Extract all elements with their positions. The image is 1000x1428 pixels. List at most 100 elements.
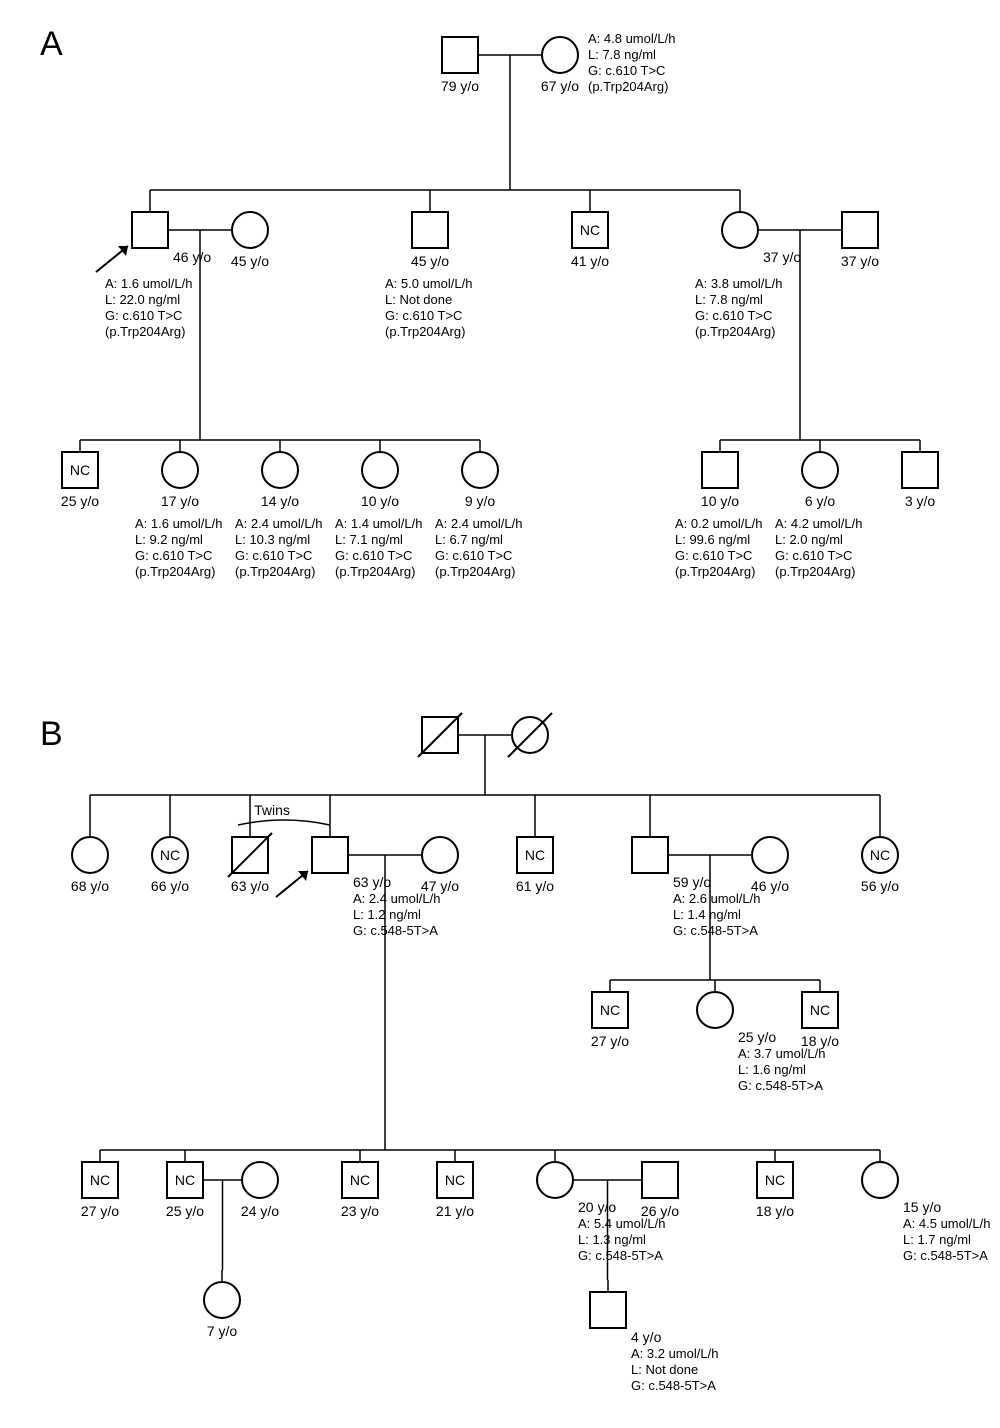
info-line: G: c.548-5T>A (353, 923, 438, 938)
info-line: A: 3.8 umol/L/h (695, 276, 782, 291)
info-line: G: c.548-5T>A (903, 1248, 988, 1263)
info-line: (p.Trp204Arg) (335, 564, 415, 579)
info-line: G: c.548-5T>A (673, 923, 758, 938)
person-A_II3 (412, 212, 448, 248)
person-B_IIIb (697, 992, 733, 1028)
nc-label: NC (870, 847, 890, 863)
age-label: 24 y/o (241, 1203, 279, 1219)
age-label: 37 y/o (763, 249, 801, 265)
info-line: (p.Trp204Arg) (435, 564, 515, 579)
info-line: L: 1.6 ng/ml (738, 1062, 806, 1077)
info-line: G: c.610 T>C (675, 548, 752, 563)
info-line: G: c.610 T>C (695, 308, 772, 323)
age-label: 46 y/o (173, 249, 211, 265)
nc-label: NC (175, 1172, 195, 1188)
person-B_III2s (242, 1162, 278, 1198)
age-label: 25 y/o (61, 493, 99, 509)
age-label: 26 y/o (641, 1203, 679, 1219)
info-line: A: 2.4 umol/L/h (435, 516, 522, 531)
nc-label: NC (765, 1172, 785, 1188)
age-label: 3 y/o (905, 493, 936, 509)
person-A_III4 (362, 452, 398, 488)
age-label: 61 y/o (516, 878, 554, 894)
info-line: L: 7.8 ng/ml (695, 292, 763, 307)
nc-label: NC (580, 222, 600, 238)
age-label: 18 y/o (801, 1033, 839, 1049)
info-line: A: 1.4 umol/L/h (335, 516, 422, 531)
info-line: A: 5.0 umol/L/h (385, 276, 472, 291)
age-label: 41 y/o (571, 253, 609, 269)
age-label: 66 y/o (151, 878, 189, 894)
info-line: L: 22.0 ng/ml (105, 292, 180, 307)
nc-label: NC (160, 847, 180, 863)
info-line: L: 1.3 ng/ml (578, 1232, 646, 1247)
info-line: A: 2.6 umol/L/h (673, 891, 760, 906)
age-label: 37 y/o (841, 253, 879, 269)
nc-label: NC (70, 462, 90, 478)
age-label: 45 y/o (411, 253, 449, 269)
person-B_II7 (632, 837, 668, 873)
age-label: 27 y/o (591, 1033, 629, 1049)
age-label: 7 y/o (207, 1323, 238, 1339)
person-B_II8 (752, 837, 788, 873)
age-label: 15 y/o (903, 1199, 941, 1215)
info-line: (p.Trp204Arg) (135, 564, 215, 579)
person-B_III7 (862, 1162, 898, 1198)
info-line: G: c.548-5T>A (631, 1378, 716, 1393)
nc-label: NC (600, 1002, 620, 1018)
person-B_III5 (537, 1162, 573, 1198)
age-label: 46 y/o (751, 878, 789, 894)
info-line: L: Not done (385, 292, 452, 307)
info-line: L: 7.8 ng/ml (588, 47, 656, 62)
person-A_III2 (162, 452, 198, 488)
age-label: 6 y/o (805, 493, 836, 509)
age-label: 47 y/o (421, 878, 459, 894)
person-A_I1 (442, 37, 478, 73)
info-line: A: 1.6 umol/L/h (105, 276, 192, 291)
info-line: G: c.610 T>C (775, 548, 852, 563)
age-label: 18 y/o (756, 1203, 794, 1219)
info-line: (p.Trp204Arg) (775, 564, 855, 579)
age-label: 59 y/o (673, 874, 711, 890)
age-label: 10 y/o (361, 493, 399, 509)
panel-label: B (40, 715, 63, 753)
age-label: 63 y/o (353, 874, 391, 890)
person-B_IV2 (590, 1292, 626, 1328)
age-label: 4 y/o (631, 1329, 662, 1345)
age-label: 9 y/o (465, 493, 496, 509)
person-B_II5 (422, 837, 458, 873)
pedigree-svg: Twins79 y/o67 y/oA: 4.8 umol/L/hL: 7.8 n… (0, 0, 1000, 1428)
age-label: 27 y/o (81, 1203, 119, 1219)
age-label: 63 y/o (231, 878, 269, 894)
age-label: 14 y/o (261, 493, 299, 509)
info-line: G: c.610 T>C (105, 308, 182, 323)
nc-label: NC (350, 1172, 370, 1188)
age-label: 56 y/o (861, 878, 899, 894)
person-A_III5 (462, 452, 498, 488)
person-A_I2 (542, 37, 578, 73)
info-line: (p.Trp204Arg) (385, 324, 465, 339)
age-label: 45 y/o (231, 253, 269, 269)
info-line: L: 1.4 ng/ml (673, 907, 741, 922)
person-A_III6 (702, 452, 738, 488)
info-line: L: Not done (631, 1362, 698, 1377)
age-label: 79 y/o (441, 78, 479, 94)
person-B_II1 (72, 837, 108, 873)
age-label: 23 y/o (341, 1203, 379, 1219)
info-line: A: 0.2 umol/L/h (675, 516, 762, 531)
person-B_IV1 (204, 1282, 240, 1318)
age-label: 10 y/o (701, 493, 739, 509)
age-label: 67 y/o (541, 78, 579, 94)
info-line: G: c.610 T>C (335, 548, 412, 563)
info-line: A: 4.8 umol/L/h (588, 31, 675, 46)
person-A_II6 (842, 212, 878, 248)
age-label: 17 y/o (161, 493, 199, 509)
info-line: (p.Trp204Arg) (105, 324, 185, 339)
info-line: G: c.548-5T>A (738, 1078, 823, 1093)
person-A_II5 (722, 212, 758, 248)
info-line: L: 2.0 ng/ml (775, 532, 843, 547)
nc-label: NC (810, 1002, 830, 1018)
info-line: A: 2.4 umol/L/h (235, 516, 322, 531)
info-line: A: 4.2 umol/L/h (775, 516, 862, 531)
age-label: 68 y/o (71, 878, 109, 894)
